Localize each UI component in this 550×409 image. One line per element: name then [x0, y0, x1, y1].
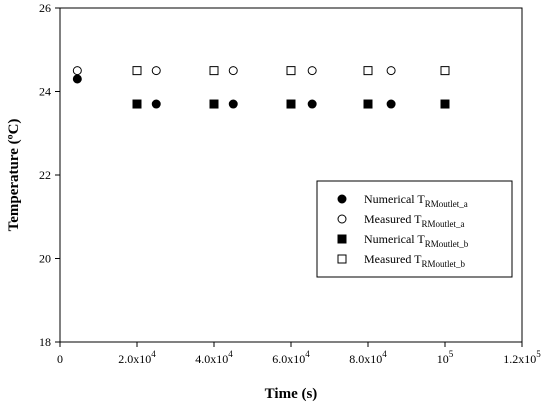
y-tick-label: 18 — [39, 335, 51, 349]
data-point — [72, 66, 82, 76]
legend-label-subscript: RMoutlet_a — [421, 219, 464, 229]
x-tick-label: 0 — [57, 352, 63, 366]
legend-label-main: Numerical T — [364, 192, 425, 206]
legend-label-main: Numerical T — [364, 232, 425, 246]
data-point — [132, 66, 142, 76]
y-tick-label: 22 — [39, 168, 51, 182]
x-tick-label: 4.0x104 — [195, 349, 233, 366]
data-point — [307, 99, 317, 109]
data-point — [209, 99, 219, 109]
x-tick-label-exponent: 4 — [228, 349, 233, 359]
y-tick-label: 26 — [39, 1, 51, 15]
series-2 — [72, 66, 396, 76]
legend-label: Measured TRMoutlet_b — [364, 252, 465, 269]
legend-label: Numerical TRMoutlet_b — [364, 232, 469, 249]
x-tick-label-base: 2.0x10 — [118, 352, 151, 366]
data-point — [386, 66, 396, 76]
legend-label-main: Measured T — [364, 212, 422, 226]
x-tick-label-exponent: 4 — [382, 349, 387, 359]
data-point — [228, 99, 238, 109]
legend-marker — [337, 234, 347, 244]
legend-label: Measured TRMoutlet_a — [364, 212, 464, 229]
series-4 — [132, 66, 450, 76]
legend-label-main: Measured T — [364, 252, 422, 266]
y-axis-title: Temperature (ºC) — [6, 119, 22, 232]
plot-frame — [59, 7, 523, 343]
x-tick-label-exponent: 5 — [449, 349, 454, 359]
legend-label: Numerical TRMoutlet_a — [364, 192, 468, 209]
x-tick-label: 2.0x104 — [118, 349, 156, 366]
x-tick-label-base: 0 — [57, 352, 63, 366]
data-point — [228, 66, 238, 76]
x-tick-label: 1.2x105 — [503, 349, 541, 366]
data-point — [440, 66, 450, 76]
x-axis-ticks: 0 2.0x104 4.0x104 6.0x104 8.0x104 105 1.2x105 — [57, 342, 541, 366]
x-tick-label-base: 1.2x10 — [503, 352, 536, 366]
data-point — [363, 66, 373, 76]
y-axis-ticks: 18 20 22 24 26 — [39, 1, 60, 349]
data-point — [72, 74, 82, 84]
data-point — [286, 66, 296, 76]
legend-marker — [337, 194, 347, 204]
data-point — [363, 99, 373, 109]
data-point — [151, 66, 161, 76]
series-1 — [72, 74, 396, 109]
x-tick-label-exponent: 5 — [536, 349, 541, 359]
y-tick-label: 24 — [39, 85, 51, 99]
legend-marker — [337, 214, 347, 224]
legend-label-subscript: RMoutlet_b — [425, 239, 469, 249]
x-tick-label-exponent: 4 — [305, 349, 310, 359]
x-tick-label: 8.0x104 — [349, 349, 387, 366]
series-3 — [132, 99, 450, 109]
legend-label-subscript: RMoutlet_b — [421, 259, 465, 269]
x-tick-label-base: 8.0x10 — [349, 352, 382, 366]
x-tick-label-base: 6.0x10 — [272, 352, 305, 366]
x-tick-label-base: 10 — [437, 352, 449, 366]
legend-label-subscript: RMoutlet_a — [425, 199, 468, 209]
data-point — [151, 99, 161, 109]
x-tick-label: 105 — [437, 349, 454, 366]
legend-marker — [337, 254, 347, 264]
data-markers — [72, 66, 450, 109]
data-point — [386, 99, 396, 109]
y-tick-label: 20 — [39, 252, 51, 266]
data-point — [440, 99, 450, 109]
data-point — [209, 66, 219, 76]
data-point — [307, 66, 317, 76]
x-tick-label-base: 4.0x10 — [195, 352, 228, 366]
legend-box — [316, 180, 513, 278]
x-tick-label-exponent: 4 — [151, 349, 156, 359]
data-point — [286, 99, 296, 109]
x-axis-title: Time (s) — [265, 386, 318, 402]
data-point — [132, 99, 142, 109]
x-tick-label: 6.0x104 — [272, 349, 310, 366]
